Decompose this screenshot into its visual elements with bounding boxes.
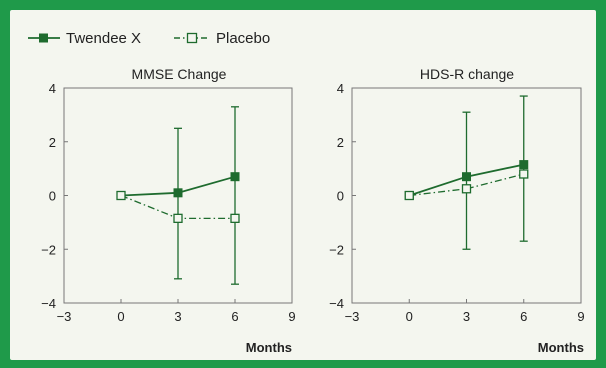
data-point bbox=[173, 213, 183, 223]
x-axis-title-mmse: Months bbox=[246, 340, 292, 355]
data-point bbox=[519, 160, 529, 170]
series-line bbox=[409, 173, 524, 197]
x-tick-label: 6 bbox=[231, 309, 238, 324]
x-tick-label: −3 bbox=[57, 309, 72, 324]
x-tick-label: 3 bbox=[463, 309, 470, 324]
x-axis-title-hdsr: Months bbox=[538, 340, 584, 355]
x-tick-label: 3 bbox=[174, 309, 181, 324]
data-point bbox=[404, 190, 414, 201]
chart-title-mmse: MMSE Change bbox=[132, 66, 227, 82]
plot-area: −3 0 3 6 9 −4 −2 0 2 4 −3 0 3 6 9 −4 −2 0 2 4 bbox=[41, 81, 584, 324]
chart-mmse: −3 0 3 6 9 −4 −2 0 2 4 bbox=[41, 81, 295, 324]
chart-hdsr: −3 0 3 6 9 −4 −2 0 2 4 bbox=[329, 81, 584, 324]
x-tick-label: 6 bbox=[520, 309, 527, 324]
x-tick-label: 0 bbox=[406, 309, 413, 324]
series-active bbox=[404, 95, 529, 250]
data-point bbox=[116, 190, 126, 201]
data-point bbox=[461, 184, 472, 194]
y-tick-label: 0 bbox=[337, 189, 344, 204]
legend-placebo-marker bbox=[174, 32, 210, 44]
legend-active-label: Twendee X bbox=[66, 30, 141, 47]
x-tick-label: 9 bbox=[288, 309, 295, 324]
y-tick-label: −2 bbox=[41, 242, 56, 257]
y-tick-label: 0 bbox=[49, 189, 56, 204]
y-tick-label: −4 bbox=[329, 296, 344, 311]
data-point bbox=[173, 188, 183, 198]
y-tick-label: 2 bbox=[337, 135, 344, 150]
y-tick-label: −4 bbox=[41, 296, 56, 311]
data-point bbox=[230, 172, 240, 182]
y-tick-label: 2 bbox=[49, 135, 56, 150]
y-tick-label: 4 bbox=[337, 81, 344, 96]
series-placebo bbox=[404, 169, 529, 201]
y-tick-label: 4 bbox=[49, 81, 56, 96]
chart-title-hdsr: HDS-R change bbox=[420, 66, 514, 82]
x-tick-label: 0 bbox=[117, 309, 124, 324]
x-tick-label: −3 bbox=[345, 309, 360, 324]
x-tick-label: 9 bbox=[577, 309, 584, 324]
legend: Twendee X Placebo bbox=[28, 30, 270, 47]
y-tick-label: −2 bbox=[329, 242, 344, 257]
series-active bbox=[116, 106, 240, 285]
data-point bbox=[519, 169, 529, 179]
legend-placebo-label: Placebo bbox=[216, 30, 270, 47]
legend-active-marker bbox=[28, 33, 60, 43]
chart-panel bbox=[10, 10, 596, 360]
data-point bbox=[462, 172, 471, 182]
data-point bbox=[230, 213, 240, 223]
series-placebo bbox=[116, 190, 240, 223]
